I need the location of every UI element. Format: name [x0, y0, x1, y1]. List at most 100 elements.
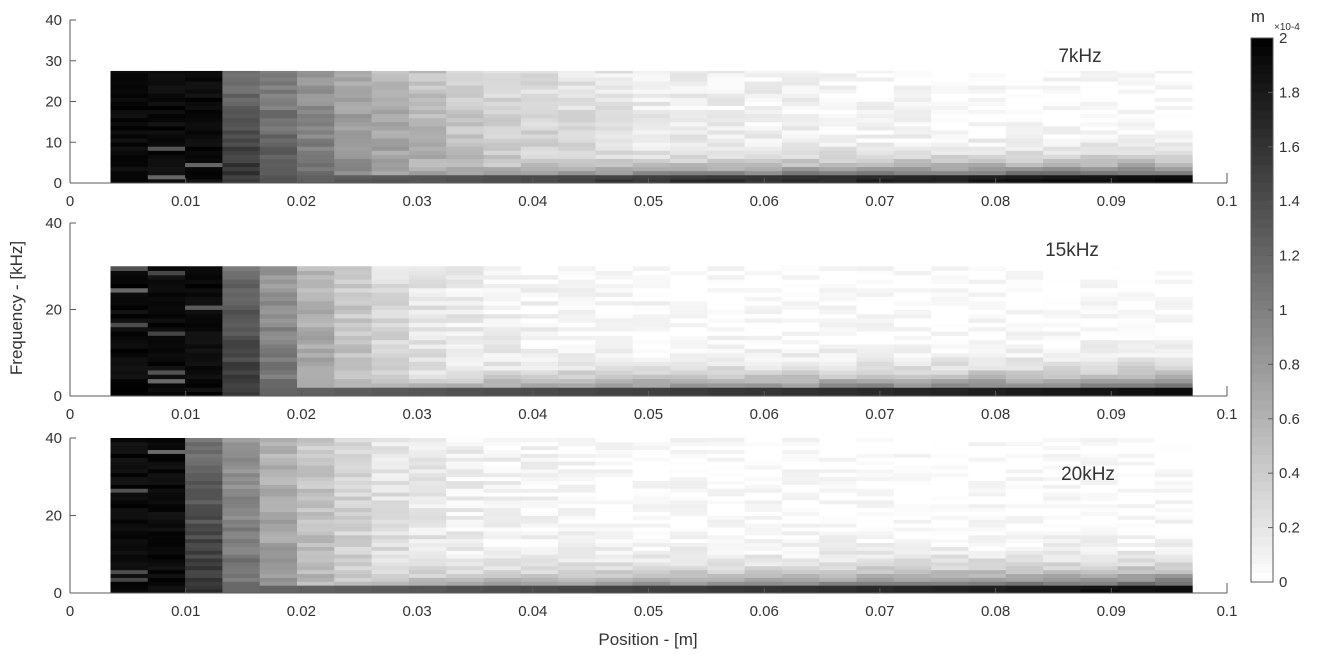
heatmap-cell	[856, 503, 895, 509]
heatmap-cell	[297, 85, 335, 90]
heatmap-cell	[483, 581, 522, 586]
heatmap-cell	[893, 150, 932, 155]
heatmap-cell	[931, 361, 969, 367]
heatmap-cell	[520, 511, 559, 516]
heatmap-cell	[1154, 472, 1193, 478]
heatmap-cell	[632, 309, 671, 315]
heatmap-cell	[259, 170, 298, 176]
heatmap-cell	[185, 357, 223, 362]
heatmap-cell	[744, 170, 783, 176]
heatmap-cell	[1005, 300, 1044, 306]
heatmap-cell	[632, 546, 671, 551]
heatmap-cell	[1080, 266, 1119, 271]
heatmap-cell	[1043, 361, 1081, 367]
heatmap-cell	[520, 287, 559, 293]
heatmap-cell	[856, 170, 895, 176]
heatmap-cell	[1043, 565, 1081, 571]
heatmap-cell	[744, 500, 783, 505]
heatmap-cell	[744, 93, 783, 98]
heatmap-cell	[1154, 348, 1193, 354]
heatmap-cell	[781, 344, 820, 349]
heatmap-cell	[520, 352, 559, 358]
heatmap-cell	[334, 357, 373, 362]
heatmap-cell	[110, 93, 149, 98]
heatmap-cell	[222, 383, 261, 388]
heatmap-cell	[110, 538, 149, 544]
heatmap-cell	[931, 391, 969, 397]
heatmap-cell	[1117, 331, 1156, 336]
heatmap-cell	[1154, 387, 1193, 393]
heatmap-cell	[558, 296, 596, 302]
heatmap-cell	[222, 370, 261, 375]
heatmap-cell	[371, 105, 410, 111]
heatmap-cell	[931, 70, 969, 74]
heatmap-cell	[558, 283, 596, 289]
heatmap-cell	[781, 581, 820, 586]
heatmap-cell	[147, 558, 186, 563]
heatmap-cell	[520, 146, 559, 151]
heatmap-cell	[968, 105, 1007, 111]
heatmap-cell	[707, 492, 746, 497]
heatmap-cell	[483, 527, 522, 532]
heatmap-cell	[1117, 531, 1156, 536]
heatmap-cell	[147, 500, 186, 505]
heatmap-cell	[222, 335, 261, 341]
heatmap-cell	[408, 300, 447, 306]
heatmap-cell	[371, 150, 410, 155]
heatmap-cell	[856, 134, 895, 139]
heatmap-cell	[334, 89, 373, 94]
heatmap-cell	[558, 391, 596, 397]
heatmap-cell	[632, 387, 671, 393]
heatmap-cell	[1080, 113, 1119, 119]
heatmap-cell	[595, 313, 634, 319]
heatmap-cell	[1117, 154, 1156, 159]
heatmap-cell	[408, 492, 447, 497]
heatmap-cell	[520, 166, 559, 172]
heatmap-cell	[744, 77, 783, 82]
heatmap-cell	[1005, 577, 1044, 582]
heatmap-cell	[520, 344, 559, 349]
heatmap-cell	[632, 113, 671, 119]
heatmap-cell	[670, 387, 708, 393]
heatmap-cell	[1005, 500, 1044, 505]
heatmap-cell	[147, 503, 186, 509]
heatmap-cell	[558, 511, 596, 516]
heatmap-cell	[707, 305, 746, 310]
heatmap-cell	[408, 573, 447, 578]
heatmap-cell	[1005, 322, 1044, 328]
heatmap-cell	[968, 331, 1007, 336]
heatmap-cell	[1154, 378, 1193, 384]
heatmap-cell	[707, 318, 746, 323]
heatmap-cell	[744, 519, 783, 524]
heatmap-cell	[968, 558, 1007, 563]
heatmap-cell	[147, 534, 186, 540]
heatmap-cell	[371, 589, 410, 594]
heatmap-cell	[819, 365, 857, 371]
heatmap-cell	[893, 313, 932, 319]
heatmap-cell	[781, 178, 820, 184]
heatmap-cell	[1043, 374, 1081, 380]
heatmap-cell	[446, 283, 484, 289]
heatmap-cell	[893, 577, 932, 582]
heatmap-cell	[408, 500, 447, 505]
heatmap-cell	[110, 174, 149, 180]
heatmap-cell	[558, 581, 596, 586]
heatmap-cell	[968, 170, 1007, 176]
heatmap-cell	[781, 387, 820, 393]
heatmap-cell	[1005, 292, 1044, 297]
heatmap-cell	[1005, 138, 1044, 143]
heatmap-cell	[185, 300, 223, 306]
heatmap-cell	[670, 357, 708, 362]
heatmap-cell	[931, 348, 969, 354]
heatmap-cell	[110, 154, 149, 159]
heatmap-cell	[744, 550, 783, 555]
heatmap-cell	[446, 150, 484, 155]
heatmap-cell	[371, 326, 410, 332]
heatmap-cell	[595, 174, 634, 180]
heatmap-cell	[446, 287, 484, 293]
heatmap-cell	[297, 166, 335, 172]
heatmap-cell	[931, 300, 969, 306]
heatmap-cell	[931, 565, 969, 571]
heatmap-cell	[110, 558, 149, 563]
heatmap-cell	[1154, 142, 1193, 147]
